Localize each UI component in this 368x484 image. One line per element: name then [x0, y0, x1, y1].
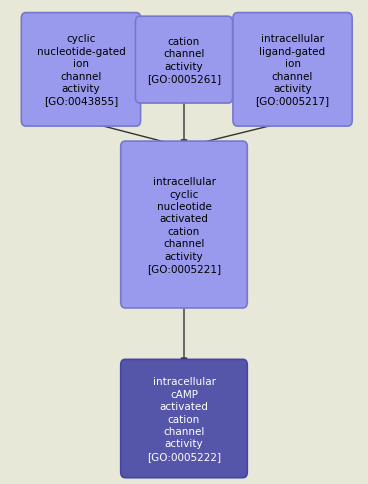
FancyBboxPatch shape: [121, 142, 247, 308]
Text: cation
channel
activity
[GO:0005261]: cation channel activity [GO:0005261]: [147, 37, 221, 84]
Text: intracellular
cAMP
activated
cation
channel
activity
[GO:0005222]: intracellular cAMP activated cation chan…: [147, 377, 221, 461]
Text: cyclic
nucleotide-gated
ion
channel
activity
[GO:0043855]: cyclic nucleotide-gated ion channel acti…: [36, 34, 125, 106]
Text: intracellular
ligand-gated
ion
channel
activity
[GO:0005217]: intracellular ligand-gated ion channel a…: [255, 34, 330, 106]
Text: intracellular
cyclic
nucleotide
activated
cation
channel
activity
[GO:0005221]: intracellular cyclic nucleotide activate…: [147, 177, 221, 273]
FancyBboxPatch shape: [135, 17, 233, 104]
FancyBboxPatch shape: [121, 360, 247, 478]
FancyBboxPatch shape: [21, 14, 141, 127]
FancyBboxPatch shape: [233, 14, 352, 127]
